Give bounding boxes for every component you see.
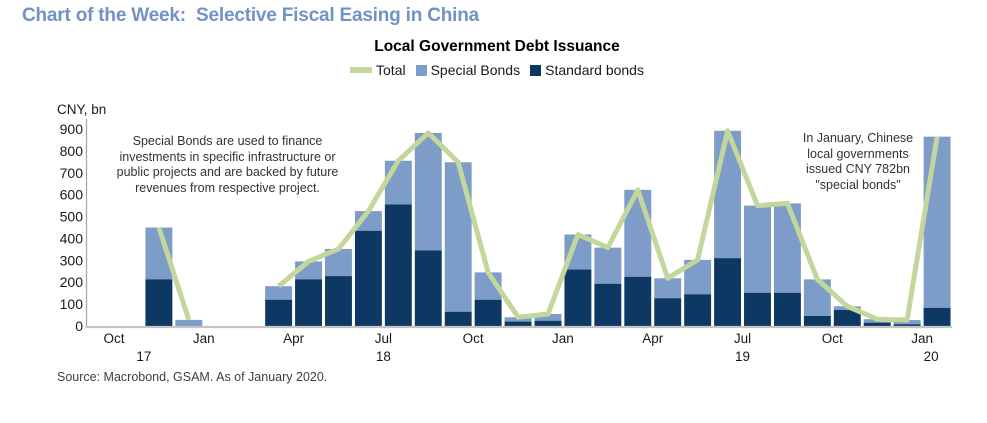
y-tick-label: 0 bbox=[75, 318, 83, 334]
chart-title: Local Government Debt Issuance bbox=[374, 38, 620, 55]
bar-standard-Apr-19 bbox=[654, 298, 682, 326]
chart-title-wrap: Local Government Debt Issuance bbox=[87, 38, 907, 56]
bar-special-Jul-19 bbox=[744, 205, 771, 293]
y-tick-label: 900 bbox=[60, 121, 84, 137]
y-tick-label: 500 bbox=[60, 209, 84, 225]
bar-special-Mar-18 bbox=[265, 286, 293, 300]
bar-standard-Jul-18 bbox=[384, 204, 412, 326]
bar-standard-Nov-18 bbox=[504, 321, 532, 326]
legend-item-total: Total bbox=[350, 62, 406, 78]
bar-special-Jan-20 bbox=[923, 136, 951, 308]
y-tick-label: 400 bbox=[60, 230, 84, 246]
x-tick-label: Oct bbox=[463, 331, 484, 346]
bar-standard-Jul-19 bbox=[744, 292, 771, 326]
y-axis-unit-label: CNY, bn bbox=[57, 102, 107, 117]
year-label: 19 bbox=[735, 349, 750, 364]
bar-standard-Jan-20 bbox=[923, 307, 951, 326]
bar-standard-Dec-18 bbox=[534, 320, 562, 326]
legend-special-bonds-label: Special Bonds bbox=[430, 62, 521, 78]
annotation-special-bonds-definition: Special Bonds are used to finance invest… bbox=[116, 134, 339, 195]
bar-special-Jul-18 bbox=[384, 160, 412, 205]
bar-special-Dec-18 bbox=[534, 313, 562, 321]
y-tick-label: 100 bbox=[60, 296, 84, 312]
x-tick-label: Apr bbox=[283, 331, 305, 346]
x-tick-label: Jan bbox=[552, 331, 574, 346]
bar-standard-Mar-19 bbox=[624, 276, 652, 326]
standard-bonds-swatch-icon bbox=[530, 64, 542, 76]
bar-special-Dec-17 bbox=[175, 319, 203, 326]
bar-standard-Aug-18 bbox=[414, 250, 442, 326]
legend-standard-bonds-label: Standard bonds bbox=[545, 62, 644, 78]
bar-standard-May-18 bbox=[325, 276, 352, 326]
y-tick-label: 300 bbox=[60, 252, 84, 268]
bar-standard-Nov-19 bbox=[863, 322, 891, 326]
x-tick-label: Jan bbox=[193, 331, 215, 346]
y-tick-label: 800 bbox=[60, 143, 84, 159]
annotation-january-issuance: In January, Chinese local governments is… bbox=[802, 131, 914, 192]
bar-special-Feb-19 bbox=[594, 247, 622, 284]
bar-special-Aug-18 bbox=[414, 132, 442, 251]
total-line bbox=[277, 128, 940, 323]
bar-standard-Apr-18 bbox=[295, 279, 323, 326]
bar-special-Apr-19 bbox=[654, 278, 682, 299]
x-tick-label: Jul bbox=[375, 331, 392, 346]
bar-special-Sep-18 bbox=[444, 162, 472, 312]
total-line-swatch-icon bbox=[350, 67, 373, 73]
chart-legend: Total Special Bonds Standard bonds bbox=[87, 62, 907, 78]
y-tick-label: 200 bbox=[60, 274, 84, 290]
bar-standard-Sep-18 bbox=[444, 311, 472, 326]
x-tick-label: Jan bbox=[911, 331, 933, 346]
bar-standard-Nov-17 bbox=[145, 279, 173, 326]
year-label: 20 bbox=[924, 349, 939, 364]
legend-item-special-bonds: Special Bonds bbox=[415, 62, 521, 78]
bar-standard-Oct-19 bbox=[833, 310, 861, 326]
page-title: Chart of the Week: Selective Fiscal Easi… bbox=[22, 5, 479, 26]
bar-standard-Jan-19 bbox=[564, 269, 592, 326]
bar-standard-Mar-18 bbox=[265, 299, 293, 326]
bar-standard-Dec-19 bbox=[893, 324, 921, 326]
legend-item-standard-bonds: Standard bonds bbox=[530, 62, 644, 78]
x-tick-label: Oct bbox=[822, 331, 843, 346]
x-tick-label: Jul bbox=[734, 331, 751, 346]
bar-standard-Jun-19 bbox=[714, 258, 742, 326]
y-tick-label: 600 bbox=[60, 187, 84, 203]
bar-standard-Sep-19 bbox=[803, 315, 831, 326]
year-label: 18 bbox=[376, 349, 391, 364]
x-tick-label: Apr bbox=[642, 331, 664, 346]
year-label: 17 bbox=[136, 349, 151, 364]
bar-standard-Oct-18 bbox=[474, 299, 502, 326]
legend-total-label: Total bbox=[376, 62, 406, 78]
bar-special-Aug-19 bbox=[773, 203, 801, 293]
bar-standard-May-19 bbox=[684, 294, 712, 326]
bar-standard-Aug-19 bbox=[773, 292, 801, 326]
x-tick-label: Oct bbox=[103, 331, 124, 346]
bar-standard-Feb-19 bbox=[594, 283, 622, 326]
bar-standard-Jun-18 bbox=[354, 230, 382, 326]
special-bonds-swatch-icon bbox=[415, 64, 427, 76]
total-line bbox=[156, 226, 192, 321]
source-note: Source: Macrobond, GSAM. As of January 2… bbox=[57, 370, 328, 384]
y-tick-label: 700 bbox=[60, 165, 84, 181]
